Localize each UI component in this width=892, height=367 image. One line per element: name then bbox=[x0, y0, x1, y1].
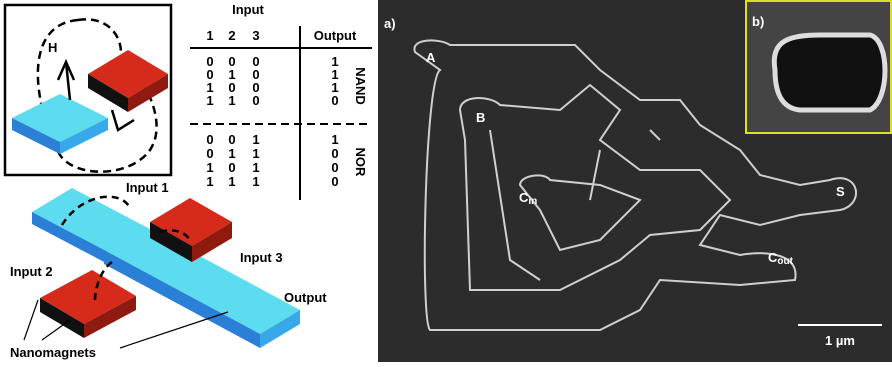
group-label: NAND bbox=[353, 67, 368, 105]
node-subscript: out bbox=[777, 256, 793, 267]
panel-label: b) bbox=[752, 14, 764, 29]
output-label: Output bbox=[284, 290, 327, 305]
cell: 0 bbox=[228, 132, 235, 147]
column-header: 1 bbox=[206, 28, 213, 43]
node-label: S bbox=[836, 184, 845, 199]
cell: 0 bbox=[206, 146, 213, 161]
input-label: Input 1 bbox=[126, 180, 169, 195]
cell: 0 bbox=[331, 174, 338, 189]
cell: 1 bbox=[252, 132, 259, 147]
cell: 1 bbox=[206, 160, 213, 175]
cell: 1 bbox=[228, 93, 235, 108]
cell: 0 bbox=[331, 160, 338, 175]
micrograph: a) A B Cin S Cout 1 µm b) bbox=[378, 0, 892, 362]
field-label: H bbox=[48, 40, 57, 55]
node-label: A bbox=[426, 50, 436, 65]
group-header: Input bbox=[232, 2, 264, 17]
cell: 0 bbox=[206, 132, 213, 147]
cell: 1 bbox=[228, 146, 235, 161]
field-diagram: H bbox=[5, 5, 171, 175]
column-header: Output bbox=[314, 28, 357, 43]
scale-label: 1 µm bbox=[825, 333, 855, 348]
node-subscript: in bbox=[528, 196, 537, 207]
figure: H Input NAND NOR 123Output00010101100111… bbox=[0, 0, 892, 362]
cell: 1 bbox=[252, 146, 259, 161]
nanomagnets-label: Nanomagnets bbox=[10, 345, 96, 360]
cell: 1 bbox=[252, 160, 259, 175]
cell: 1 bbox=[228, 174, 235, 189]
cell: 0 bbox=[252, 93, 259, 108]
cell: 1 bbox=[331, 132, 338, 147]
cell: 0 bbox=[228, 160, 235, 175]
field-loop bbox=[78, 19, 121, 60]
input-label: Input 2 bbox=[10, 264, 53, 279]
inset-wire bbox=[774, 35, 885, 110]
panel-label: a) bbox=[384, 16, 396, 31]
column-header: 3 bbox=[252, 28, 259, 43]
cell: 1 bbox=[206, 93, 213, 108]
gate-diagram: Input 1 Input 2 Input 3 Output Nanomagne… bbox=[10, 180, 327, 360]
cell: 1 bbox=[252, 174, 259, 189]
arrow bbox=[112, 110, 134, 130]
cell: 1 bbox=[206, 174, 213, 189]
node-label: B bbox=[476, 110, 485, 125]
cell: 0 bbox=[331, 93, 338, 108]
column-header: 2 bbox=[228, 28, 235, 43]
group-label: NOR bbox=[353, 148, 368, 178]
cell: 0 bbox=[331, 146, 338, 161]
input-label: Input 3 bbox=[240, 250, 283, 265]
